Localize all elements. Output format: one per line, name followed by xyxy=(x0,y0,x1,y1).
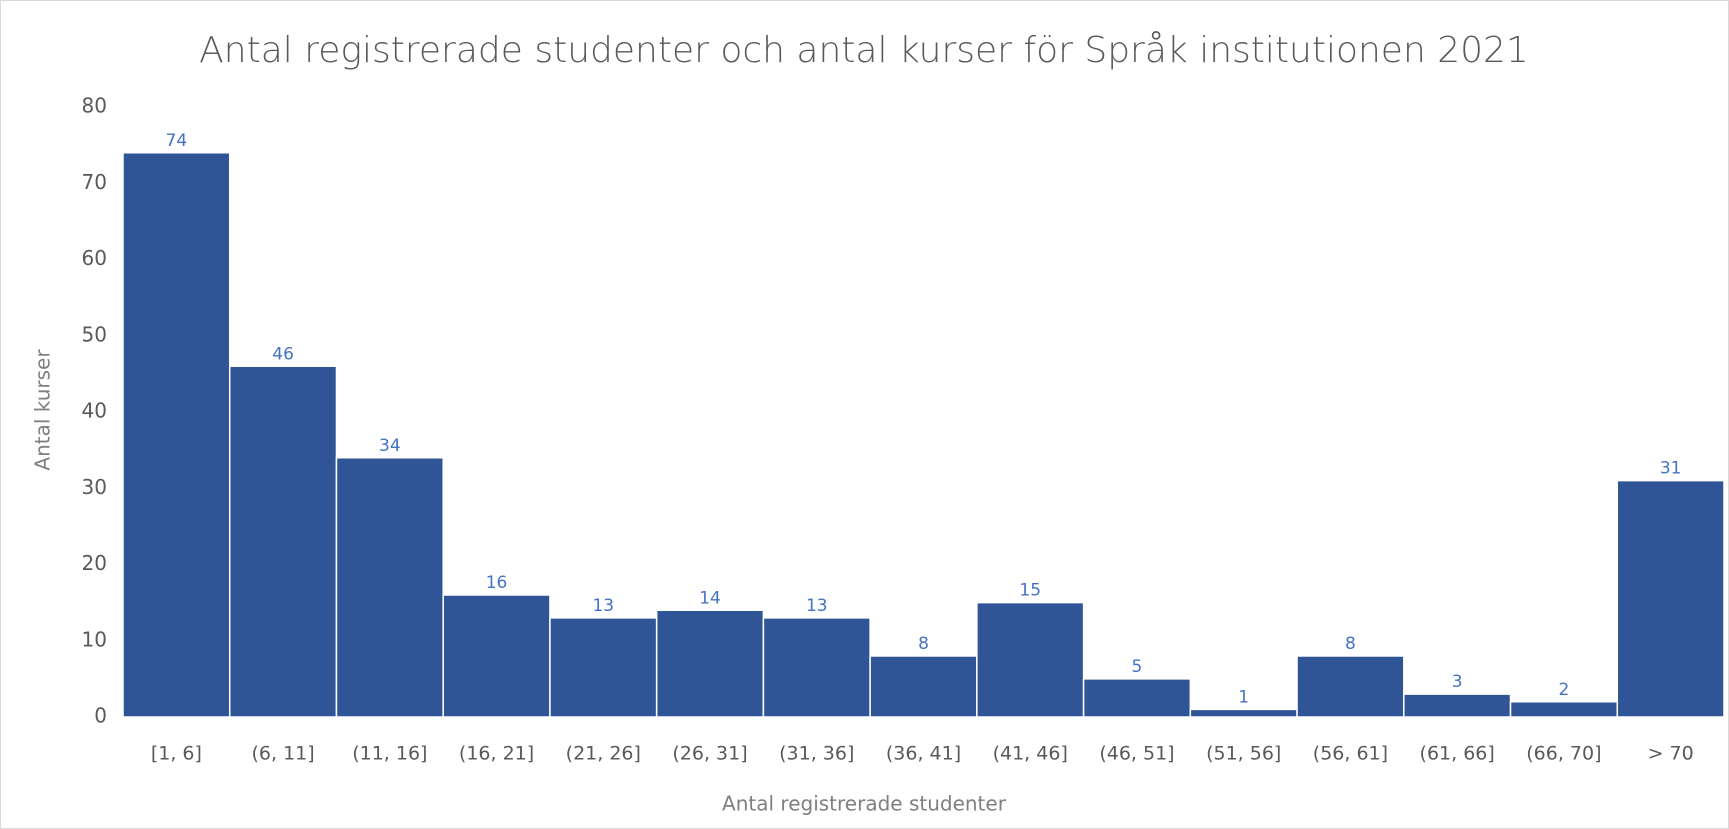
data-label: 46 xyxy=(272,344,294,364)
x-tick-label: > 70 xyxy=(1648,743,1694,765)
x-tick-label: (31, 36] xyxy=(779,743,854,765)
bar xyxy=(549,617,658,718)
y-tick-label: 30 xyxy=(82,475,107,499)
data-label: 13 xyxy=(806,596,828,616)
bar xyxy=(869,655,978,718)
bar xyxy=(1082,678,1192,718)
x-tick-label: (26, 31] xyxy=(672,743,747,765)
bar xyxy=(1296,655,1405,718)
data-label: 34 xyxy=(379,436,401,456)
data-label: 8 xyxy=(1345,634,1356,654)
x-tick-label: (16, 21] xyxy=(459,743,534,765)
y-tick-label: 20 xyxy=(82,551,107,575)
y-tick-label: 80 xyxy=(82,94,107,118)
x-tick-label: (36, 41] xyxy=(886,743,961,765)
data-label: 5 xyxy=(1132,657,1143,677)
bar xyxy=(1509,701,1619,718)
bar xyxy=(976,601,1085,718)
data-label: 3 xyxy=(1452,672,1463,692)
data-label: 31 xyxy=(1660,459,1682,479)
data-label: 14 xyxy=(699,588,721,608)
data-label: 15 xyxy=(1019,581,1041,601)
x-tick-label: [1, 6] xyxy=(151,743,202,765)
data-label: 8 xyxy=(918,634,929,654)
data-label: 2 xyxy=(1558,680,1569,700)
x-tick-label: (61, 66] xyxy=(1420,743,1495,765)
x-tick-label: (46, 51] xyxy=(1099,743,1174,765)
bar xyxy=(335,457,444,718)
y-tick-label: 60 xyxy=(82,246,107,270)
y-tick-label: 40 xyxy=(82,399,107,423)
data-label: 74 xyxy=(166,131,188,151)
bar xyxy=(762,617,871,718)
x-axis-label: Antal registrerade studenter xyxy=(722,792,1007,816)
data-label: 1 xyxy=(1238,687,1249,707)
bar xyxy=(1189,708,1298,718)
bar xyxy=(655,609,765,718)
bar xyxy=(122,152,231,718)
x-tick-label: (11, 16] xyxy=(352,743,427,765)
data-label: 13 xyxy=(592,596,614,616)
y-tick-label: 50 xyxy=(82,322,107,346)
bar xyxy=(228,365,338,718)
x-tick-label: (66, 70] xyxy=(1526,743,1601,765)
x-tick-label: (41, 46] xyxy=(993,743,1068,765)
bar xyxy=(1403,693,1512,718)
x-tick-label: (56, 61] xyxy=(1313,743,1388,765)
y-tick-label: 0 xyxy=(94,704,107,728)
y-tick-label: 70 xyxy=(82,170,107,194)
y-axis-label: Antal kurser xyxy=(31,349,55,471)
chart-title: Antal registrerade studenter och antal k… xyxy=(199,30,1529,71)
bar xyxy=(442,594,551,718)
x-tick-label: (6, 11] xyxy=(252,743,315,765)
data-label: 16 xyxy=(486,573,508,593)
y-tick-label: 10 xyxy=(82,627,107,651)
x-tick-label: (21, 26] xyxy=(566,743,641,765)
x-tick-label: (51, 56] xyxy=(1206,743,1281,765)
bar xyxy=(1616,479,1725,718)
